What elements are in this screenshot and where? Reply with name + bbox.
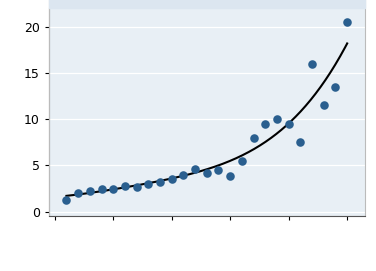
Point — [332, 85, 338, 89]
Point — [215, 168, 221, 172]
Point — [192, 167, 198, 171]
Point — [250, 136, 256, 140]
Point — [75, 191, 81, 195]
Point — [87, 189, 93, 193]
Point — [180, 172, 186, 177]
Bar — [49, 0, 365, 216]
Point — [227, 174, 233, 179]
Point — [309, 62, 315, 66]
Point — [262, 122, 268, 126]
Point — [157, 180, 163, 184]
Point — [169, 177, 175, 181]
Point — [297, 140, 303, 144]
Point — [122, 183, 128, 188]
Point — [64, 198, 70, 202]
Point — [344, 20, 350, 24]
Point — [99, 186, 105, 191]
Point — [321, 103, 327, 107]
Point — [133, 185, 139, 189]
Point — [286, 122, 292, 126]
Point — [274, 117, 280, 121]
Point — [204, 171, 210, 175]
Bar — [49, 0, 365, 8]
Point — [239, 159, 245, 163]
Point — [110, 186, 116, 191]
Point — [145, 182, 151, 186]
